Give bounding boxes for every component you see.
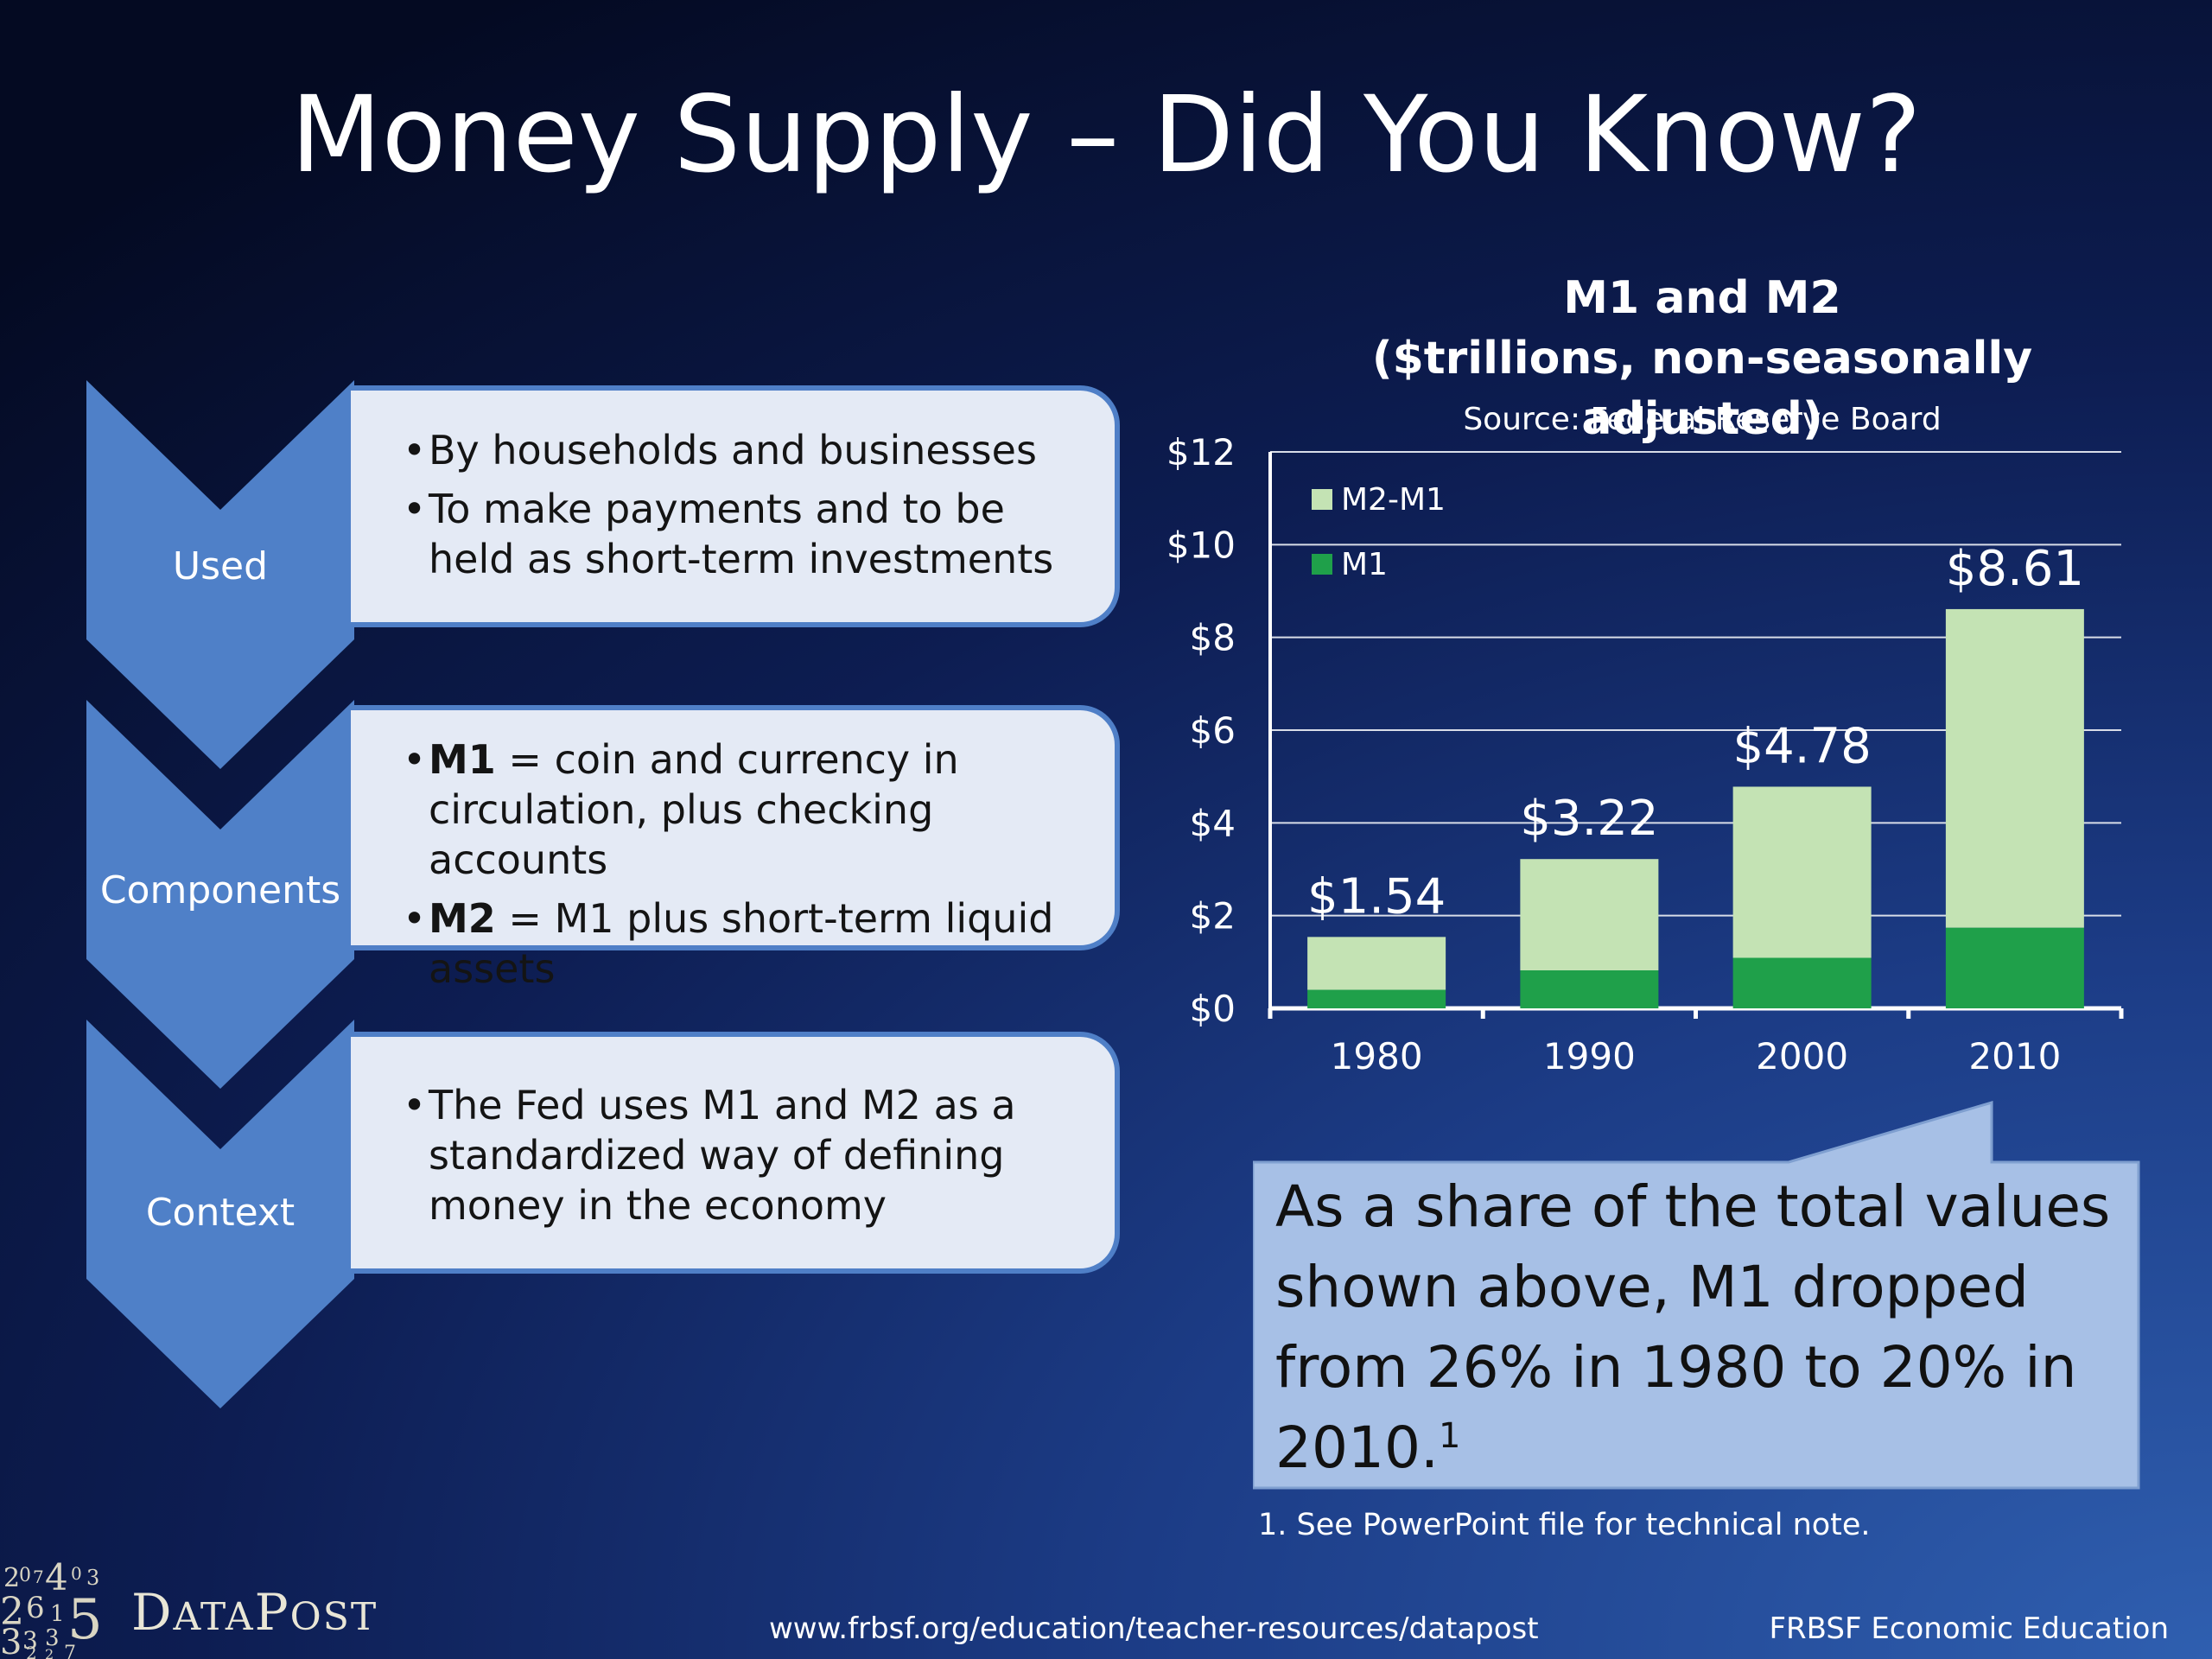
bar-m2-m1-2000 bbox=[1732, 786, 1872, 958]
footer-url[interactable]: www.frbsf.org/education/teacher-resource… bbox=[769, 1611, 1539, 1646]
svg-text:2: 2 bbox=[45, 1646, 54, 1659]
chart-title: M1 and M2 ($trillions, non-seasonally ad… bbox=[1262, 268, 2143, 449]
slide-title: Money Supply – Did You Know? bbox=[290, 73, 1922, 196]
bar-m1-2000 bbox=[1732, 957, 1872, 1008]
bullet-item: • By households and businesses bbox=[403, 427, 1037, 474]
bar-m2-m1-1980 bbox=[1307, 937, 1446, 990]
svg-text:2: 2 bbox=[3, 1563, 20, 1593]
chart-title-main: M1 and M2 bbox=[1563, 272, 1841, 324]
chevron-context bbox=[86, 1020, 354, 1408]
y-tick-label: $10 bbox=[1166, 524, 1236, 566]
bullet-item: • To make payments and to be held as shor… bbox=[403, 486, 1054, 582]
svg-text:3: 3 bbox=[86, 1566, 99, 1590]
logo-digits: 2 0 7 4 0 3 2 6 1 5 3 3 3 2 2 7 bbox=[0, 1555, 112, 1659]
chart-subtitle: ($trillions, non-seasonally adjusted) bbox=[1371, 333, 2033, 445]
used-textbox: • By households and businesses • To make p… bbox=[351, 385, 1120, 627]
svg-text:6: 6 bbox=[26, 1591, 45, 1625]
svg-text:0: 0 bbox=[19, 1565, 31, 1586]
total-label-1990: $3.22 bbox=[1520, 791, 1658, 847]
chevron-used bbox=[86, 380, 354, 769]
total-label-2000: $4.78 bbox=[1732, 718, 1871, 774]
x-tick-label: 1990 bbox=[1543, 1035, 1636, 1077]
callout-bubble bbox=[1253, 1100, 2140, 1490]
chart-source: Source: Federal Reserve Board bbox=[1463, 402, 1942, 437]
y-tick-label: $0 bbox=[1190, 988, 1236, 1030]
section-label-used: Used bbox=[172, 544, 269, 588]
footer-org: FRBSF Economic Education bbox=[1769, 1611, 2169, 1646]
y-tick-label: $2 bbox=[1190, 895, 1236, 938]
components-textbox: • M1 = coin and currency in circulation, … bbox=[351, 705, 1120, 992]
bar-m1-1990 bbox=[1520, 969, 1659, 1008]
legend-swatch-m1 bbox=[1312, 554, 1332, 575]
y-tick-label: $4 bbox=[1190, 802, 1236, 844]
section-label-context: Context bbox=[145, 1191, 296, 1235]
legend-label-m1: M1 bbox=[1341, 547, 1388, 582]
bullet-item: • M2 = M1 plus short-term liquid assets bbox=[403, 895, 1054, 992]
x-tick-label: 1980 bbox=[1331, 1035, 1423, 1077]
legend-swatch-m2-m1 bbox=[1312, 489, 1332, 510]
y-tick-label: $6 bbox=[1190, 709, 1236, 752]
svg-text:2: 2 bbox=[0, 1590, 24, 1634]
bar-m2-m1-1990 bbox=[1520, 859, 1659, 970]
footnote: 1. See PowerPoint file for technical not… bbox=[1258, 1508, 1871, 1542]
svg-text:4: 4 bbox=[45, 1556, 68, 1599]
y-tick-label: $12 bbox=[1166, 431, 1236, 474]
svg-text:0: 0 bbox=[71, 1563, 82, 1584]
svg-text:3: 3 bbox=[45, 1625, 60, 1651]
bar-m1-1980 bbox=[1307, 989, 1446, 1008]
x-tick-label: 2010 bbox=[1968, 1035, 2061, 1077]
svg-text:3: 3 bbox=[0, 1623, 22, 1659]
svg-text:5: 5 bbox=[67, 1588, 103, 1652]
x-tick-label: 2000 bbox=[1756, 1035, 1848, 1077]
legend-label-m2-m1: M2-M1 bbox=[1341, 482, 1446, 518]
context-textbox: • The Fed uses M1 and M2 as a standardize… bbox=[351, 1032, 1120, 1274]
svg-text:2: 2 bbox=[26, 1643, 37, 1659]
bar-m1-2010 bbox=[1945, 927, 2084, 1008]
section-label-components: Components bbox=[99, 868, 341, 912]
y-tick-label: $8 bbox=[1190, 617, 1236, 659]
total-label-2010: $8.61 bbox=[1946, 541, 2084, 597]
svg-text:3: 3 bbox=[22, 1626, 38, 1655]
bullet-item: • M1 = coin and currency in circulation, … bbox=[403, 736, 959, 883]
svg-text:7: 7 bbox=[64, 1643, 76, 1659]
total-label-1980: $1.54 bbox=[1307, 868, 1446, 925]
callout-text: As a share of the total values shown abo… bbox=[1275, 1173, 2111, 1481]
svg-text:1: 1 bbox=[50, 1601, 65, 1627]
svg-text:7: 7 bbox=[33, 1567, 44, 1587]
bullet-item: • The Fed uses M1 and M2 as a standardize… bbox=[403, 1082, 1016, 1229]
chevron-components bbox=[86, 700, 354, 1089]
bar-m2-m1-2010 bbox=[1945, 608, 2084, 928]
datapost-logo: DATAPOST bbox=[131, 1583, 378, 1642]
